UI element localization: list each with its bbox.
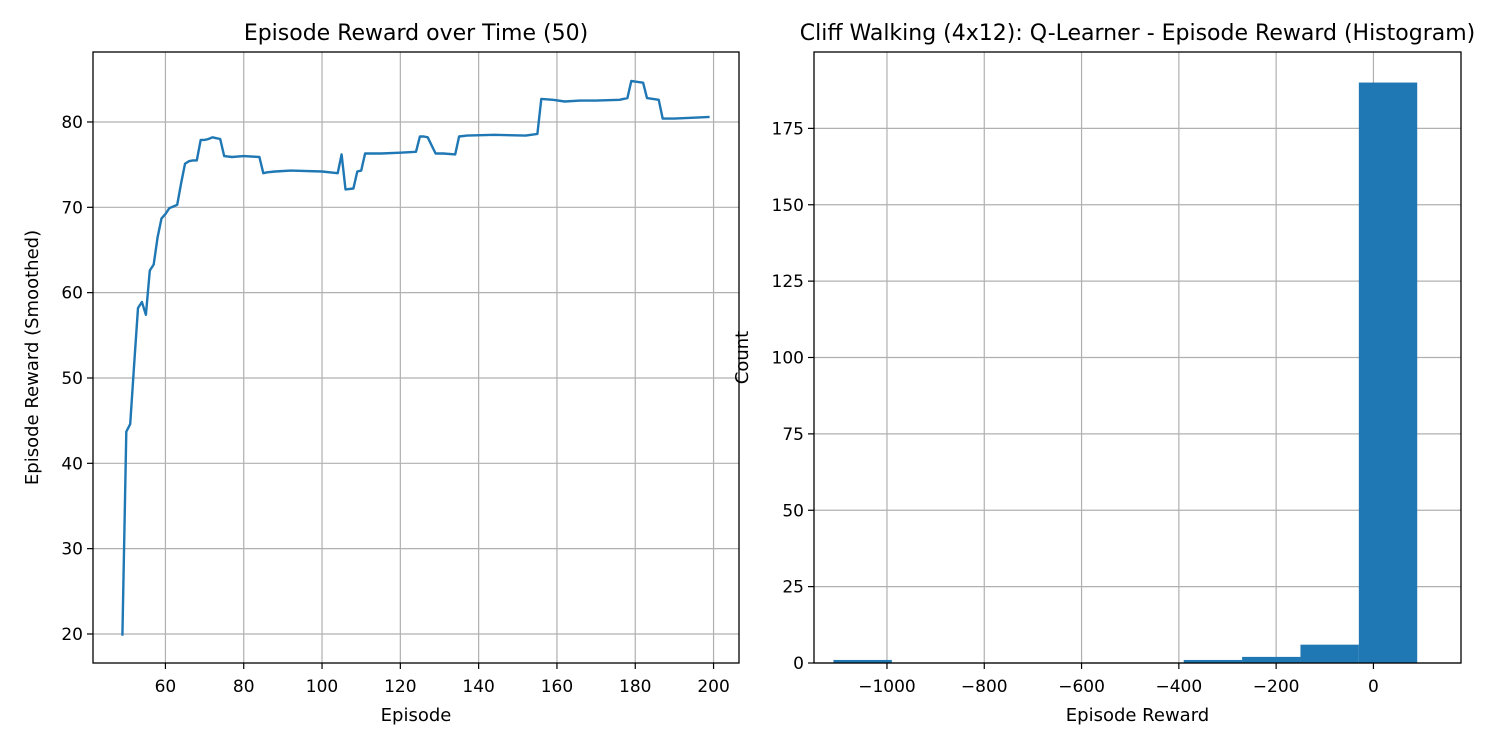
y-tick-label: 25 (782, 578, 804, 598)
line-chart-axes-frame (92, 51, 740, 664)
y-tick-label: 175 (772, 119, 804, 139)
y-tick-label: 100 (772, 349, 804, 369)
line-chart-grid (93, 52, 739, 663)
y-tick-label: 60 (61, 284, 83, 304)
x-tick-label: 60 (155, 677, 177, 697)
histogram-bar (1242, 656, 1301, 663)
x-tick-label: 80 (233, 677, 255, 697)
x-tick-label: −600 (1058, 677, 1105, 697)
y-tick-label: 50 (61, 369, 83, 389)
y-tick-label: 75 (782, 425, 804, 445)
histogram-x-axis-label: Episode Reward (1066, 705, 1209, 726)
histogram-panel: −1000 −800 −600 −400 −200 0 0 25 50 75 100 125 150 17… (732, 21, 1475, 726)
histogram-bars (833, 82, 1418, 664)
histogram-bar (1300, 644, 1359, 663)
x-tick-label: −400 (1155, 677, 1202, 697)
y-tick-label: 20 (61, 625, 83, 645)
y-tick-label: 80 (61, 113, 83, 133)
line-chart-ticks: 60 80 100 120 140 160 180 200 20 30 40 50 60 70 80 (61, 113, 729, 697)
x-tick-label: 120 (384, 677, 416, 697)
x-tick-label: 0 (1368, 677, 1379, 697)
histogram-ticks: −1000 −800 −600 −400 −200 0 0 25 50 75 100 125 150 17… (772, 119, 1379, 697)
x-tick-label: 200 (697, 677, 729, 697)
histogram-bar (833, 659, 892, 663)
line-chart-series (121, 79, 710, 636)
y-tick-label: 30 (61, 540, 83, 560)
line-chart-title: Episode Reward over Time (50) (244, 21, 588, 46)
y-tick-label: 50 (782, 501, 804, 521)
y-tick-label: 150 (772, 196, 804, 216)
x-tick-label: −800 (961, 677, 1008, 697)
histogram-bar (1358, 82, 1418, 664)
y-tick-label: 70 (61, 198, 83, 218)
x-tick-label: −200 (1253, 677, 1300, 697)
histogram-title: Cliff Walking (4x12): Q-Learner - Episod… (800, 21, 1475, 46)
line-chart-panel: 60 80 100 120 140 160 180 200 20 30 40 50 60 70 80 Epi… (22, 21, 740, 726)
y-tick-label: 40 (61, 454, 83, 474)
x-tick-label: 140 (462, 677, 494, 697)
y-tick-label: 125 (772, 272, 804, 292)
x-tick-label: 160 (541, 677, 573, 697)
x-tick-label: −1000 (858, 677, 916, 697)
y-tick-label: 0 (793, 654, 804, 674)
x-tick-label: 180 (619, 677, 651, 697)
episode-reward-line (121, 79, 710, 636)
line-chart-y-axis-label: Episode Reward (Smoothed) (22, 230, 43, 485)
x-tick-label: 100 (306, 677, 338, 697)
histogram-bar (1183, 659, 1243, 663)
histogram-y-axis-label: Count (732, 331, 753, 384)
line-chart-x-axis-label: Episode (381, 705, 452, 726)
